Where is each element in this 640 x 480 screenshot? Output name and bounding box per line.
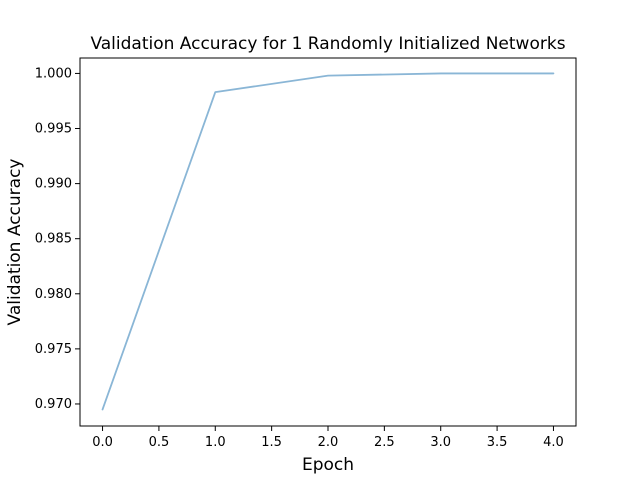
x-axis-label: Epoch (302, 455, 354, 475)
x-tick-label: 0.5 (149, 435, 170, 450)
series-line-0 (101, 72, 555, 411)
x-tick-label: 4.0 (543, 435, 564, 450)
x-tick-label: 2.0 (318, 435, 339, 450)
x-tick-label: 3.0 (430, 435, 451, 450)
chart-title: Validation Accuracy for 1 Randomly Initi… (90, 34, 565, 54)
x-tick-label: 0.0 (92, 435, 113, 450)
y-tick-label: 0.970 (35, 397, 72, 412)
y-tick-label: 0.995 (35, 122, 72, 137)
x-tick-label: 1.5 (261, 435, 282, 450)
y-axis-ticks: 0.970 0.975 0.980 0.985 0.990 0.995 1.000 (35, 66, 80, 412)
series-group (101, 72, 555, 411)
y-tick-label: 1.000 (35, 66, 72, 81)
plot-frame (79, 57, 577, 427)
y-axis-label: Validation Accuracy (5, 159, 25, 326)
y-tick-label: 0.980 (35, 287, 72, 302)
x-tick-label: 2.5 (374, 435, 395, 450)
x-tick-label: 3.5 (487, 435, 508, 450)
x-tick-label: 1.0 (205, 435, 226, 450)
y-tick-label: 0.975 (35, 342, 72, 357)
y-tick-label: 0.990 (35, 177, 72, 192)
y-tick-label: 0.985 (35, 232, 72, 247)
x-axis-ticks: 0.0 0.5 1.0 1.5 2.0 2.5 3.0 3.5 4.0 (92, 426, 564, 450)
